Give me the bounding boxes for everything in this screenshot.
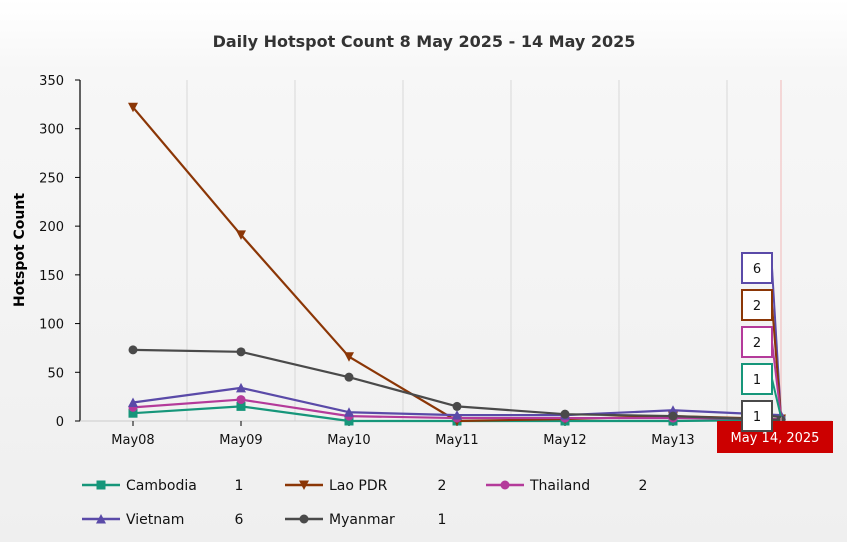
legend-value: 1 — [235, 478, 244, 494]
legend-label: Thailand — [529, 478, 590, 494]
callout-box — [741, 252, 773, 284]
legend-value: 2 — [438, 478, 447, 494]
data-point — [344, 416, 354, 426]
callout-value: 6 — [753, 262, 761, 277]
data-point — [236, 382, 246, 393]
callout-value: 2 — [753, 336, 761, 351]
callout-value: 2 — [753, 299, 761, 314]
y-tick-label: 50 — [47, 366, 64, 381]
tooltip-callouts: 6 2 2 1 1 — [741, 252, 782, 432]
data-point — [668, 411, 678, 421]
legend-label: Cambodia — [126, 478, 197, 494]
legend-item-lao-pdr[interactable]: Lao PDR 2 — [285, 478, 446, 494]
legend-value: 1 — [438, 512, 447, 528]
data-point — [236, 230, 246, 240]
chart-title: Daily Hotspot Count 8 May 2025 - 14 May … — [213, 32, 636, 51]
legend-value: 6 — [235, 512, 244, 528]
x-tick-label: May08 — [111, 433, 154, 448]
callout-value: 1 — [753, 410, 761, 425]
data-point — [236, 347, 246, 357]
callout-pointer — [771, 341, 782, 418]
grid-lines — [186, 80, 728, 421]
data-point — [128, 397, 138, 407]
legend-marker — [96, 514, 106, 524]
legend-marker — [500, 480, 510, 490]
legend-item-thailand[interactable]: Thailand 2 — [486, 478, 647, 494]
data-point — [452, 401, 462, 411]
y-tick-label: 300 — [39, 123, 64, 138]
callout-box — [741, 326, 773, 358]
y-tick-label: 200 — [39, 220, 64, 235]
y-tick-label: 350 — [39, 74, 64, 89]
callout-pointer — [771, 378, 782, 418]
legend-label: Myanmar — [329, 512, 395, 528]
axes: 0 50 100 150 200 250 300 350 May08 May09 May10 May1… — [39, 74, 832, 448]
data-point — [128, 408, 138, 418]
y-tick-label: 100 — [39, 318, 64, 333]
data-point — [344, 352, 354, 362]
data-point — [128, 345, 138, 355]
series-line-lao-pdr — [132, 106, 782, 423]
x-tick-label: May11 — [435, 433, 478, 448]
data-point — [344, 407, 354, 417]
y-axis-title: Hotspot Count — [12, 193, 28, 307]
legend-marker — [96, 480, 106, 490]
legend-item-myanmar[interactable]: Myanmar 1 — [285, 512, 446, 528]
data-point — [128, 102, 138, 113]
data-point — [236, 401, 246, 411]
data-point — [236, 395, 246, 405]
legend-value: 2 — [639, 478, 648, 494]
x-tick-label: May10 — [327, 433, 370, 448]
series-layer — [128, 102, 786, 426]
callout-pointer — [771, 415, 782, 418]
legend[interactable]: Cambodia 1 Lao PDR 2 Thailand 2 Vietnam 6 Myanma… — [82, 478, 647, 528]
y-tick-label: 0 — [56, 415, 64, 430]
x-tick-label: May09 — [219, 433, 262, 448]
legend-item-cambodia[interactable]: Cambodia 1 — [82, 478, 243, 494]
y-tick-label: 250 — [39, 171, 64, 186]
data-point — [452, 410, 462, 420]
callout-box — [741, 363, 773, 395]
legend-marker — [299, 514, 309, 524]
callout-value: 1 — [753, 373, 761, 388]
x-tick-label: May12 — [543, 433, 586, 448]
legend-item-vietnam[interactable]: Vietnam 6 — [82, 512, 244, 528]
legend-label: Vietnam — [126, 512, 184, 528]
data-point — [344, 372, 354, 382]
legend-marker — [299, 480, 309, 490]
callout-box — [741, 400, 773, 432]
crosshair-date-label: May 14, 2025 — [731, 431, 820, 446]
y-tick-label: 150 — [39, 269, 64, 284]
x-tick-label: May13 — [651, 433, 694, 448]
legend-label: Lao PDR — [329, 478, 388, 494]
callout-box — [741, 289, 773, 321]
data-point — [560, 409, 570, 419]
crosshair: May 14, 2025 — [717, 80, 833, 453]
crosshair-date-box — [717, 421, 833, 453]
